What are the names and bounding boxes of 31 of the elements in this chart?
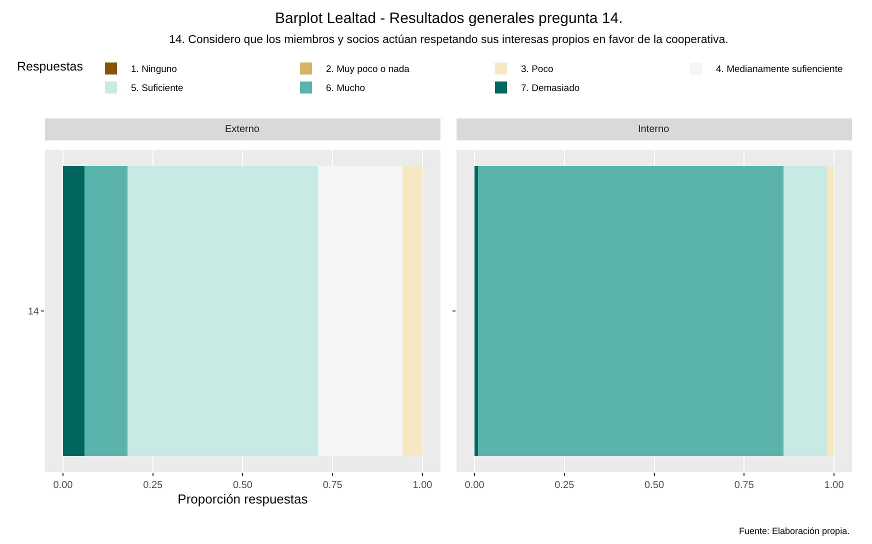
bar <box>402 166 422 456</box>
x-tick-label: 0.00 <box>53 480 74 491</box>
x-tick-label: 0.75 <box>734 480 754 491</box>
source-note: Fuente: Elaboración propia. <box>739 526 850 536</box>
bar <box>474 166 478 456</box>
x-tick-label: 0.50 <box>644 480 664 491</box>
bar <box>84 166 128 456</box>
x-tick-label: 1.00 <box>412 480 433 491</box>
chart-title: Interno <box>638 124 670 135</box>
x-tick-label: 1.00 <box>824 480 844 491</box>
legend-label: 1. Ninguno <box>131 64 177 76</box>
legend-label: 3. Poco <box>521 64 554 76</box>
legend-label: 2. Muy poco o nada <box>326 64 410 76</box>
legend-label: 4. Medianamente sufienciente <box>716 64 843 76</box>
x-tick-label: 0.25 <box>143 480 164 491</box>
bar <box>62 166 85 456</box>
x-axis-title: Proporción respuestas <box>178 492 308 507</box>
text: 14. Considero que los miembros y socios actúan respetando sus interesas propios en favor de la cooperativa. <box>169 34 728 46</box>
chart-title: Externo <box>225 124 260 135</box>
legend-title: Respuestas <box>17 59 84 74</box>
x-tick-label: 0.50 <box>232 480 253 491</box>
bar <box>784 166 827 456</box>
bar <box>826 166 834 456</box>
x-tick-label: 0.00 <box>464 480 485 491</box>
x-tick-label: 0.25 <box>554 480 575 491</box>
text: Barplot Lealtad - Resultados generales pregunta 14. <box>275 10 623 27</box>
x-tick-label: 0.75 <box>322 480 343 491</box>
legend-label: 7. Demasiado <box>521 83 580 94</box>
legend-label: 6. Mucho <box>326 83 366 94</box>
y-tick-label: 14 <box>28 306 40 318</box>
legend-label: 5. Suficiente <box>131 83 184 94</box>
